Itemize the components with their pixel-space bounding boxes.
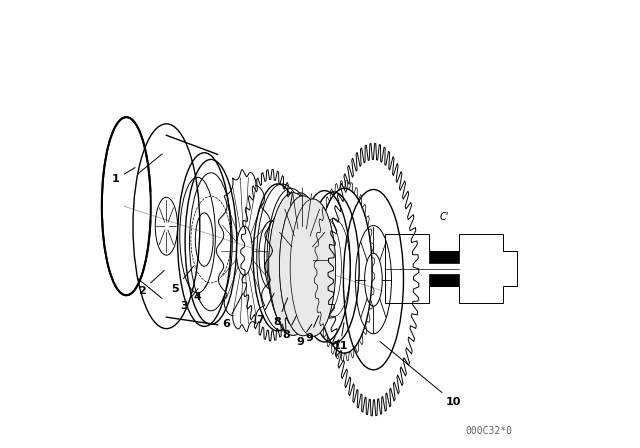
Ellipse shape	[269, 193, 318, 335]
Text: 2: 2	[138, 271, 164, 296]
Text: 4: 4	[194, 284, 207, 302]
Ellipse shape	[280, 196, 326, 336]
Text: 11: 11	[332, 323, 348, 351]
Text: 6: 6	[223, 293, 243, 329]
Text: 9: 9	[296, 324, 312, 347]
Text: 3: 3	[180, 289, 198, 311]
Text: 7: 7	[256, 293, 274, 325]
Ellipse shape	[290, 199, 335, 336]
Text: 9: 9	[305, 315, 319, 343]
Text: 5: 5	[172, 266, 193, 293]
Text: 000C32*0: 000C32*0	[466, 426, 513, 436]
Text: 8: 8	[274, 298, 288, 327]
Text: 10: 10	[380, 341, 461, 407]
Text: 1: 1	[111, 168, 135, 185]
Text: 8: 8	[283, 315, 296, 340]
